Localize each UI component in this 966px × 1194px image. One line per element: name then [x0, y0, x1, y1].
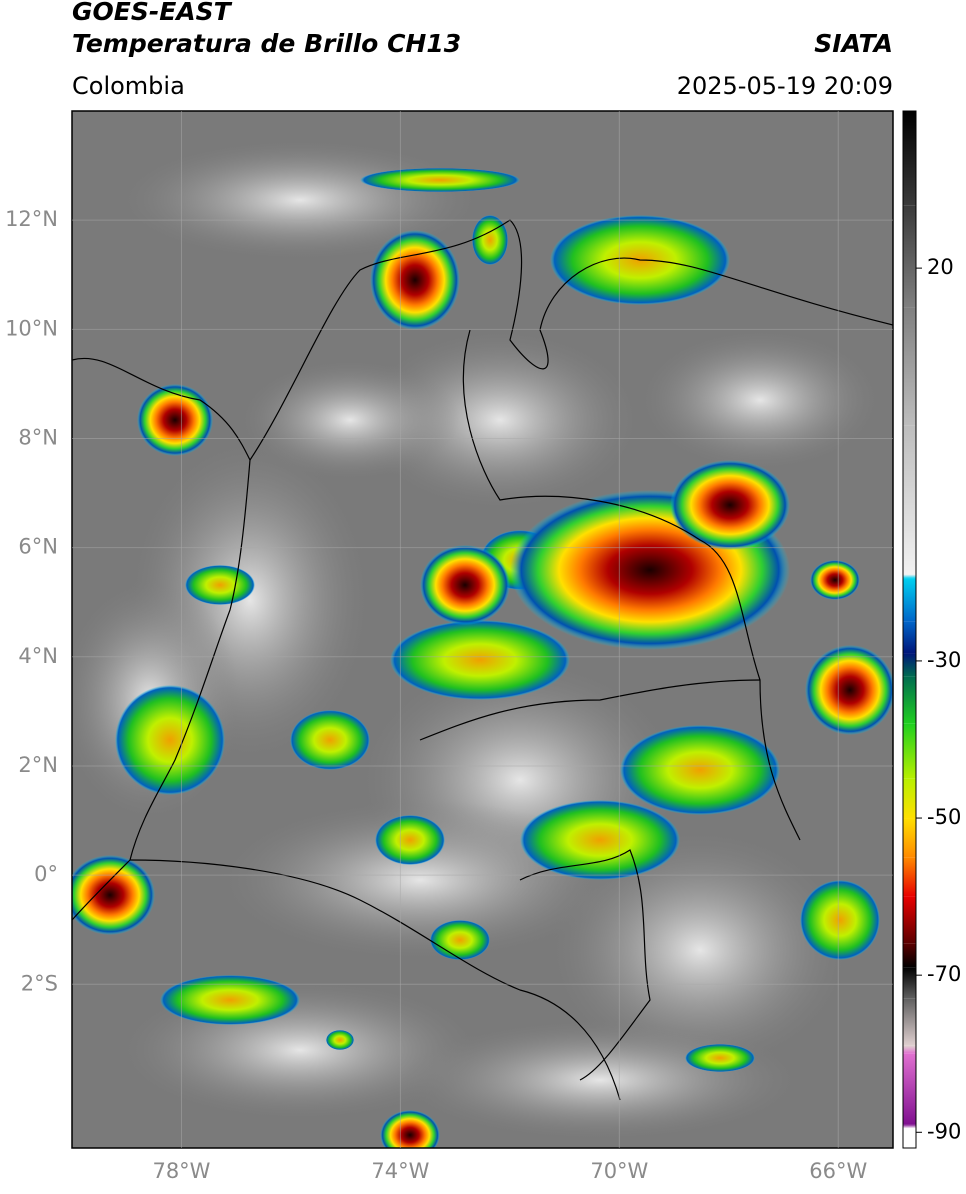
- colorbar-segment: [903, 1124, 916, 1129]
- timestamp: 2025-05-19 20:09: [677, 72, 893, 100]
- colorbar-segment: [903, 1045, 916, 1054]
- colorbar-tick-label: -90: [927, 1119, 961, 1143]
- storm-cell: [420, 545, 510, 625]
- colorbar-segment: [903, 621, 916, 654]
- colorbar-segment: [903, 723, 916, 779]
- convective-cell: [160, 975, 300, 1025]
- cloud-area: [400, 1020, 800, 1140]
- colorbar-segment: [903, 998, 916, 1046]
- coastline: [72, 357, 251, 921]
- cloud-area: [240, 360, 460, 480]
- convective-cell: [520, 800, 680, 880]
- colorbar-segment: [903, 778, 916, 819]
- colorbar-segment: [903, 111, 916, 206]
- agency: SIATA: [814, 29, 893, 58]
- colorbar-frame: [902, 110, 917, 1149]
- colorbar-tick-label: -50: [927, 805, 961, 829]
- lon-tick-label: 70°W: [590, 1159, 648, 1183]
- convective-cell: [115, 685, 225, 795]
- lat-tick-label: 0°: [34, 862, 58, 886]
- map-image: [72, 111, 893, 1148]
- convective-cell: [800, 880, 880, 960]
- lat-tick-label: 2°S: [21, 971, 58, 995]
- convective-cell: [430, 920, 490, 960]
- convective-cell: [620, 725, 780, 815]
- lat-tick-label: 4°N: [18, 644, 58, 668]
- map-frame: [71, 110, 894, 1149]
- colorbar-segment: [903, 857, 916, 897]
- lat-tick-label: 2°N: [18, 753, 58, 777]
- storm-cell: [137, 384, 213, 456]
- storm-cell: [805, 645, 893, 735]
- lat-tick-label: 12°N: [5, 207, 58, 231]
- colorbar-segment: [903, 425, 916, 575]
- border: [419, 679, 761, 741]
- colorbar-tick-label: -30: [927, 648, 961, 672]
- cloud-area: [640, 330, 880, 470]
- convective-cell: [290, 710, 370, 770]
- storm-cell: [380, 1110, 440, 1148]
- cloud-area: [360, 330, 640, 510]
- cloud-area: [120, 140, 480, 260]
- convective-cell: [390, 620, 570, 700]
- colorbar-segment: [903, 574, 916, 579]
- colorbar-segment: [903, 896, 916, 944]
- colorbar-segment: [903, 578, 916, 622]
- colorbar-tick-label: -70: [927, 962, 961, 986]
- lon-tick-label: 78°W: [152, 1159, 210, 1183]
- colorbar-segment: [903, 676, 916, 724]
- border: [519, 849, 651, 1081]
- storm-cell: [810, 560, 860, 600]
- colorbar-segment: [903, 1053, 916, 1125]
- storm-cell: [370, 230, 460, 330]
- colorbar-tick-label: 20: [927, 255, 954, 279]
- subtitle: Temperatura de Brillo CH13: [72, 29, 461, 58]
- borders: [72, 219, 893, 1101]
- convective-cell: [185, 565, 255, 605]
- storm-cell: [72, 855, 155, 935]
- convective-cell: [326, 1030, 354, 1050]
- convective-cell: [472, 215, 508, 265]
- title: GOES-EAST: [72, 0, 233, 26]
- lat-tick-label: 8°N: [18, 425, 58, 449]
- colorbar-segment: [903, 205, 916, 308]
- border: [129, 859, 621, 1101]
- convective-cell: [360, 168, 520, 192]
- lat-tick-label: 10°N: [5, 316, 58, 340]
- lon-tick-label: 74°W: [371, 1159, 429, 1183]
- border: [462, 329, 801, 841]
- convective-cell: [685, 1044, 755, 1072]
- colorbar-segment: [903, 653, 916, 677]
- region: Colombia: [72, 72, 185, 100]
- cloud-area: [550, 830, 850, 1070]
- colorbar-segment: [903, 943, 916, 968]
- coastline: [249, 219, 893, 461]
- colorbar-segment: [903, 818, 916, 858]
- storm-cell: [670, 460, 790, 550]
- lat-tick-label: 6°N: [18, 535, 58, 559]
- colorbar-segment: [903, 1128, 916, 1148]
- convective-cell: [375, 815, 445, 865]
- colorbar-segment: [903, 307, 916, 426]
- colorbar-segment: [903, 967, 916, 999]
- lon-tick-label: 66°W: [809, 1159, 867, 1183]
